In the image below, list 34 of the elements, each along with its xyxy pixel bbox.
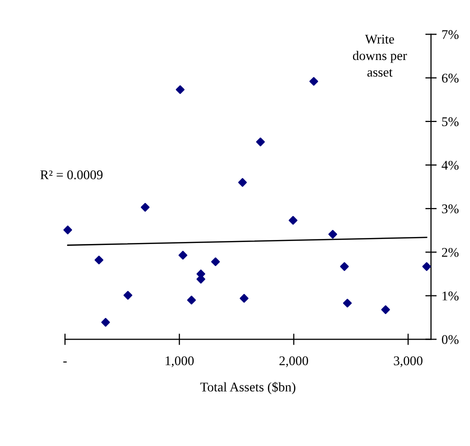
y-tick-label: 5% <box>442 117 459 126</box>
point <box>422 262 432 271</box>
point <box>238 178 247 187</box>
point <box>176 85 185 94</box>
y-tick-label: 0% <box>442 335 459 344</box>
point <box>328 230 338 239</box>
x-tick-label: 3,000 <box>394 356 422 368</box>
point <box>63 226 72 234</box>
point <box>343 298 352 308</box>
point <box>309 76 318 86</box>
y-tick-label: 1% <box>442 292 459 300</box>
point <box>340 262 349 271</box>
y-tick-label: 2% <box>442 248 459 257</box>
y-tick-label: 4% <box>442 160 459 170</box>
y-tick-label: 6% <box>442 74 459 83</box>
point <box>187 296 196 304</box>
point <box>256 138 265 146</box>
point <box>101 318 110 327</box>
y-tick-label: 7% <box>442 30 459 40</box>
annotation: R² = 0.0009 <box>40 170 103 180</box>
point <box>94 256 104 264</box>
point <box>124 290 132 300</box>
point <box>211 257 220 266</box>
point <box>240 294 248 303</box>
y-axis-title: Write downs per asset <box>352 34 407 77</box>
x-tick-label: - <box>63 362 67 363</box>
x-tick-label: 2,000 <box>279 356 308 368</box>
y-tick-label: 3% <box>442 204 459 214</box>
x-tick-label: 1,000 <box>166 356 194 368</box>
point <box>288 216 298 225</box>
point <box>140 202 150 212</box>
point <box>178 250 188 260</box>
x-axis-title: Total Assets ($bn) <box>200 382 296 394</box>
point <box>381 305 390 314</box>
